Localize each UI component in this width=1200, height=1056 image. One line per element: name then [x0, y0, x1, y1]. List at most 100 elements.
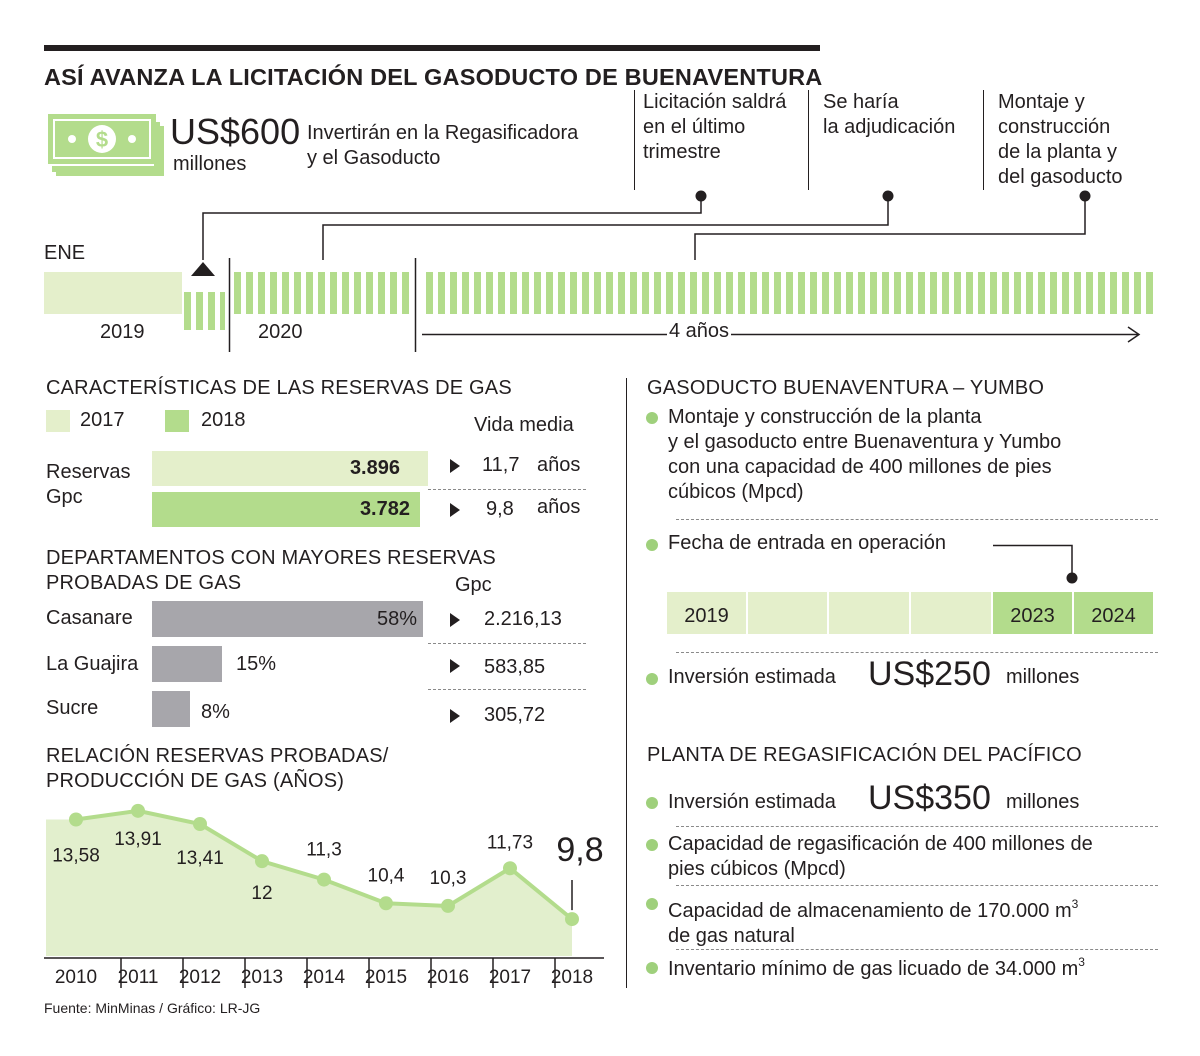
chart-x-label-2012: 2012: [179, 967, 221, 988]
timeline-bars: [44, 258, 1153, 352]
pipeline-date-label: Fecha de entrada en operación: [668, 532, 946, 554]
plant-divider: [676, 826, 1158, 827]
timeline-event-2: Se haría la adjudicación: [823, 91, 956, 138]
department-gpc-casanare: 2.216,13: [484, 608, 562, 630]
chart-point-2016: [441, 898, 455, 913]
life-unit-2017: años: [537, 454, 581, 476]
plant-divider: [676, 885, 1158, 886]
legend-swatch-2017: [46, 410, 70, 432]
department-pct-sucre: 8%: [201, 701, 230, 723]
plant-inventory: Inventario mínimo de gas licuado de 34.0…: [668, 955, 1085, 980]
chart-area-fill: [46, 810, 572, 956]
arrow-icon: [450, 613, 460, 627]
arrow-icon: [450, 503, 460, 517]
life-unit-2018: años: [537, 496, 581, 518]
year-cell-2024: 2024: [1074, 592, 1153, 634]
timeline-start-month: ENE: [44, 242, 86, 264]
chart-point-2015: [379, 896, 393, 911]
investment-unit: millones: [173, 153, 247, 175]
bullet-icon: [646, 412, 658, 424]
chart-point-2012: [193, 816, 207, 831]
department-divider: [428, 689, 586, 690]
arrow-icon: [450, 659, 460, 673]
bullet-icon: [646, 539, 658, 551]
department-gpc-la-guajira: 583,85: [484, 656, 546, 678]
chart-value-label-2018: 9,8: [556, 831, 603, 869]
life-header: Vida media: [474, 414, 574, 436]
department-divider: [428, 643, 586, 644]
page-title: ASÍ AVANZA LA LICITACIÓN DEL GASODUCTO D…: [44, 64, 823, 90]
year-cell-2023: 2023: [993, 592, 1072, 634]
timeline-event-1: Licitación saldrá en el último trimestre: [643, 91, 787, 163]
ratio-chart-title: RELACIÓN RESERVAS PROBADAS/PRODUCCIÓN DE…: [46, 745, 389, 792]
investment-desc-1: Invertirán en la Regasificadora: [307, 122, 579, 144]
chart-x-label-2013: 2013: [241, 967, 283, 988]
reserves-title: CARACTERÍSTICAS DE LAS RESERVAS DE GAS: [46, 377, 512, 399]
chart-value-label-2011: 13,91: [114, 829, 162, 850]
bullet-icon: [646, 898, 658, 910]
pipeline-investment-label: Inversión estimada: [668, 666, 836, 688]
pipeline-title: GASODUCTO BUENAVENTURA – YUMBO: [647, 377, 1045, 399]
department-gpc-sucre: 305,72: [484, 704, 546, 726]
plant-investment-unit: millones: [1006, 791, 1080, 813]
chart-value-label-2015: 10,4: [368, 865, 405, 886]
chart-value-label-2010: 13,58: [52, 846, 100, 867]
departments-unit-header: Gpc: [455, 574, 492, 596]
chart-value-label-2016: 10,3: [430, 868, 467, 889]
event-divider-1: [634, 90, 635, 190]
department-pct-la-guajira: 15%: [236, 653, 277, 675]
chart-value-label-2012: 13,41: [176, 848, 224, 869]
date-connector: [993, 544, 1078, 584]
reserve-bar-2017-label: 3.896: [349, 457, 400, 479]
department-name-sucre: Sucre: [46, 697, 99, 719]
chart-x-label-2017: 2017: [489, 967, 531, 988]
pipeline-divider: [676, 652, 1158, 653]
bullet-icon: [646, 839, 658, 851]
timeline-year-2020: 2020: [258, 321, 303, 343]
plant-investment-amount: US$350: [868, 779, 991, 817]
bullet-icon: [646, 962, 658, 974]
plant-investment-label: Inversión estimada: [668, 791, 836, 813]
chart-x-label-2016: 2016: [427, 967, 469, 988]
pipeline-divider: [676, 519, 1158, 520]
life-2017: 11,7: [482, 454, 520, 476]
chart-x-label-2015: 2015: [365, 967, 407, 988]
departments-title: DEPARTAMENTOS CON MAYORES RESERVAS PROBAD…: [46, 547, 496, 594]
timeline-event-3: Montaje y construcción de la planta y del g…: [998, 91, 1123, 188]
year-cell-2022: [911, 592, 991, 634]
chart-value-label-2014: 11,3: [306, 840, 342, 861]
timeline-connectors: [191, 190, 1091, 276]
dollar-bills-icon: $: [46, 114, 164, 176]
chart-point-2011: [131, 803, 145, 818]
chart-value-label-2017: 11,73: [487, 832, 533, 853]
chart-point-2013: [255, 854, 269, 869]
column-divider: [626, 378, 627, 988]
department-bar-la-guajira: [152, 646, 222, 682]
pipeline-investment-amount: US$250: [868, 655, 991, 693]
ratio-chart: 2010 2011 2012 2013 2014 2015 2016 2017 2018 13,5…: [44, 803, 604, 988]
chart-point-2010: [69, 812, 83, 827]
chart-x-label-2018: 2018: [551, 967, 593, 988]
chart-point-2014: [317, 872, 331, 887]
arrow-icon: [450, 709, 460, 723]
pipeline-investment-unit: millones: [1006, 666, 1080, 688]
arrow-icon: [450, 459, 460, 473]
department-name-la-guajira: La Guajira: [46, 653, 139, 675]
source-note: Fuente: MinMinas / Gráfico: LR-JG: [44, 1000, 261, 1016]
life-2018: 9,8: [486, 498, 514, 520]
chart-x-label-2011: 2011: [118, 967, 159, 988]
department-bar-sucre: [152, 691, 190, 727]
timeline-span-label: 4 años: [667, 320, 732, 343]
chart-value-label-2013: 12: [251, 883, 272, 904]
chart-x-label-2014: 2014: [303, 967, 346, 988]
legend-swatch-2018: [165, 410, 189, 432]
top-rule: [44, 45, 820, 51]
plant-storage: Capacidad de almacenamiento de 170.000 m…: [668, 897, 1079, 947]
timeline-year-2019: 2019: [100, 321, 145, 343]
year-cell-2020: [748, 592, 827, 634]
pipeline-description: Montaje y construcción de la planta y el …: [668, 406, 1062, 503]
reserve-divider: [428, 489, 586, 490]
reserves-row-label: Reservas Gpc: [46, 461, 131, 508]
year-cell-2021: [829, 592, 909, 634]
legend-label-2018: 2018: [201, 409, 246, 431]
